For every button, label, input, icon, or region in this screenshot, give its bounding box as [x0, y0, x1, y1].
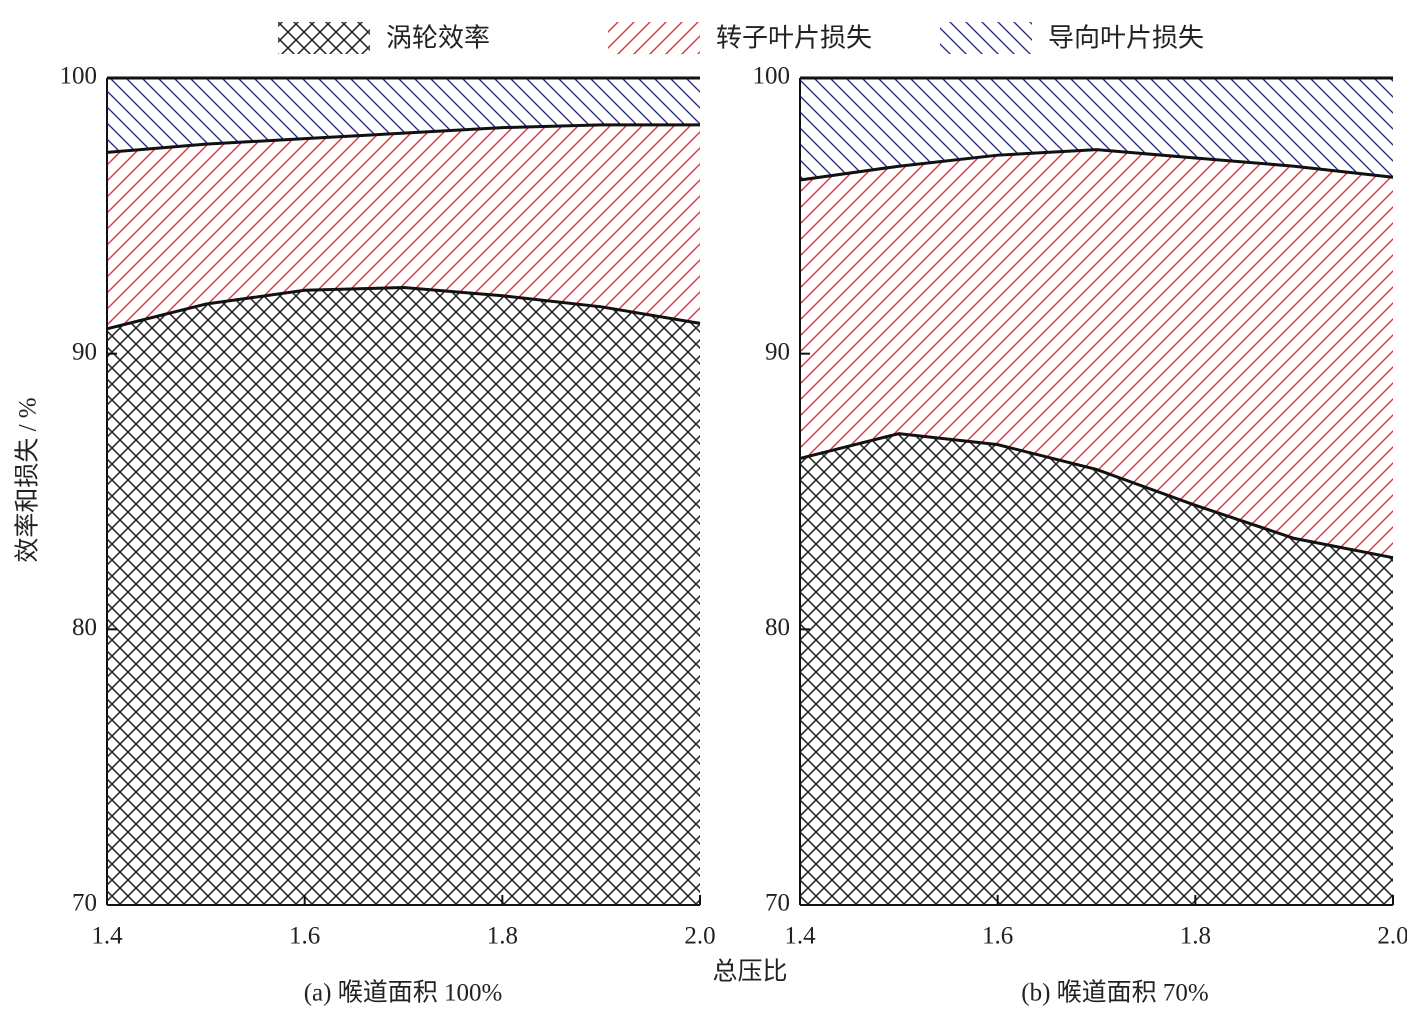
- x-tick-label: 2.0: [1377, 923, 1407, 950]
- legend-swatch: [278, 22, 370, 54]
- y-tick-label: 100: [60, 63, 98, 90]
- legend-swatch: [608, 22, 700, 54]
- y-tick-label: 80: [72, 614, 97, 641]
- y-tick-label: 90: [72, 338, 97, 365]
- boundary-line: [106, 286, 701, 331]
- boundary-line: [799, 148, 1394, 182]
- subplot-title: (b) 喉道面积 70%: [1021, 979, 1208, 1007]
- subplot-title: (a) 喉道面积 100%: [304, 979, 503, 1007]
- legend-label: 导向叶片损失: [1048, 24, 1204, 54]
- x-tick-label: 2.0: [684, 923, 715, 950]
- x-tick-label: 1.8: [1180, 923, 1211, 950]
- y-tick-label: 80: [765, 614, 790, 641]
- area: [107, 287, 700, 905]
- area: [800, 78, 1393, 180]
- legend-label: 转子叶片损失: [716, 24, 872, 54]
- x-tick-label: 1.8: [487, 923, 518, 950]
- boundary-line: [106, 123, 700, 154]
- area: [107, 78, 700, 153]
- plot-area: [107, 78, 700, 905]
- x-axis-label: 总压比: [712, 958, 787, 986]
- x-tick-label: 1.6: [289, 923, 320, 950]
- area: [800, 433, 1393, 905]
- plot-area: [800, 78, 1393, 905]
- x-tick-label: 1.4: [784, 923, 816, 950]
- area: [800, 149, 1393, 558]
- y-axis-label: 效率和损失 / %: [14, 397, 42, 562]
- y-tick-label: 90: [765, 338, 790, 365]
- x-tick-label: 1.6: [982, 923, 1013, 950]
- y-tick-label: 70: [765, 890, 790, 917]
- legend-swatch: [940, 22, 1032, 54]
- y-tick-label: 100: [753, 63, 791, 90]
- boundary-line: [799, 432, 1394, 560]
- y-tick-label: 70: [72, 890, 97, 917]
- x-tick-label: 1.4: [91, 923, 123, 950]
- legend-label: 涡轮效率: [386, 24, 490, 54]
- area: [107, 124, 700, 329]
